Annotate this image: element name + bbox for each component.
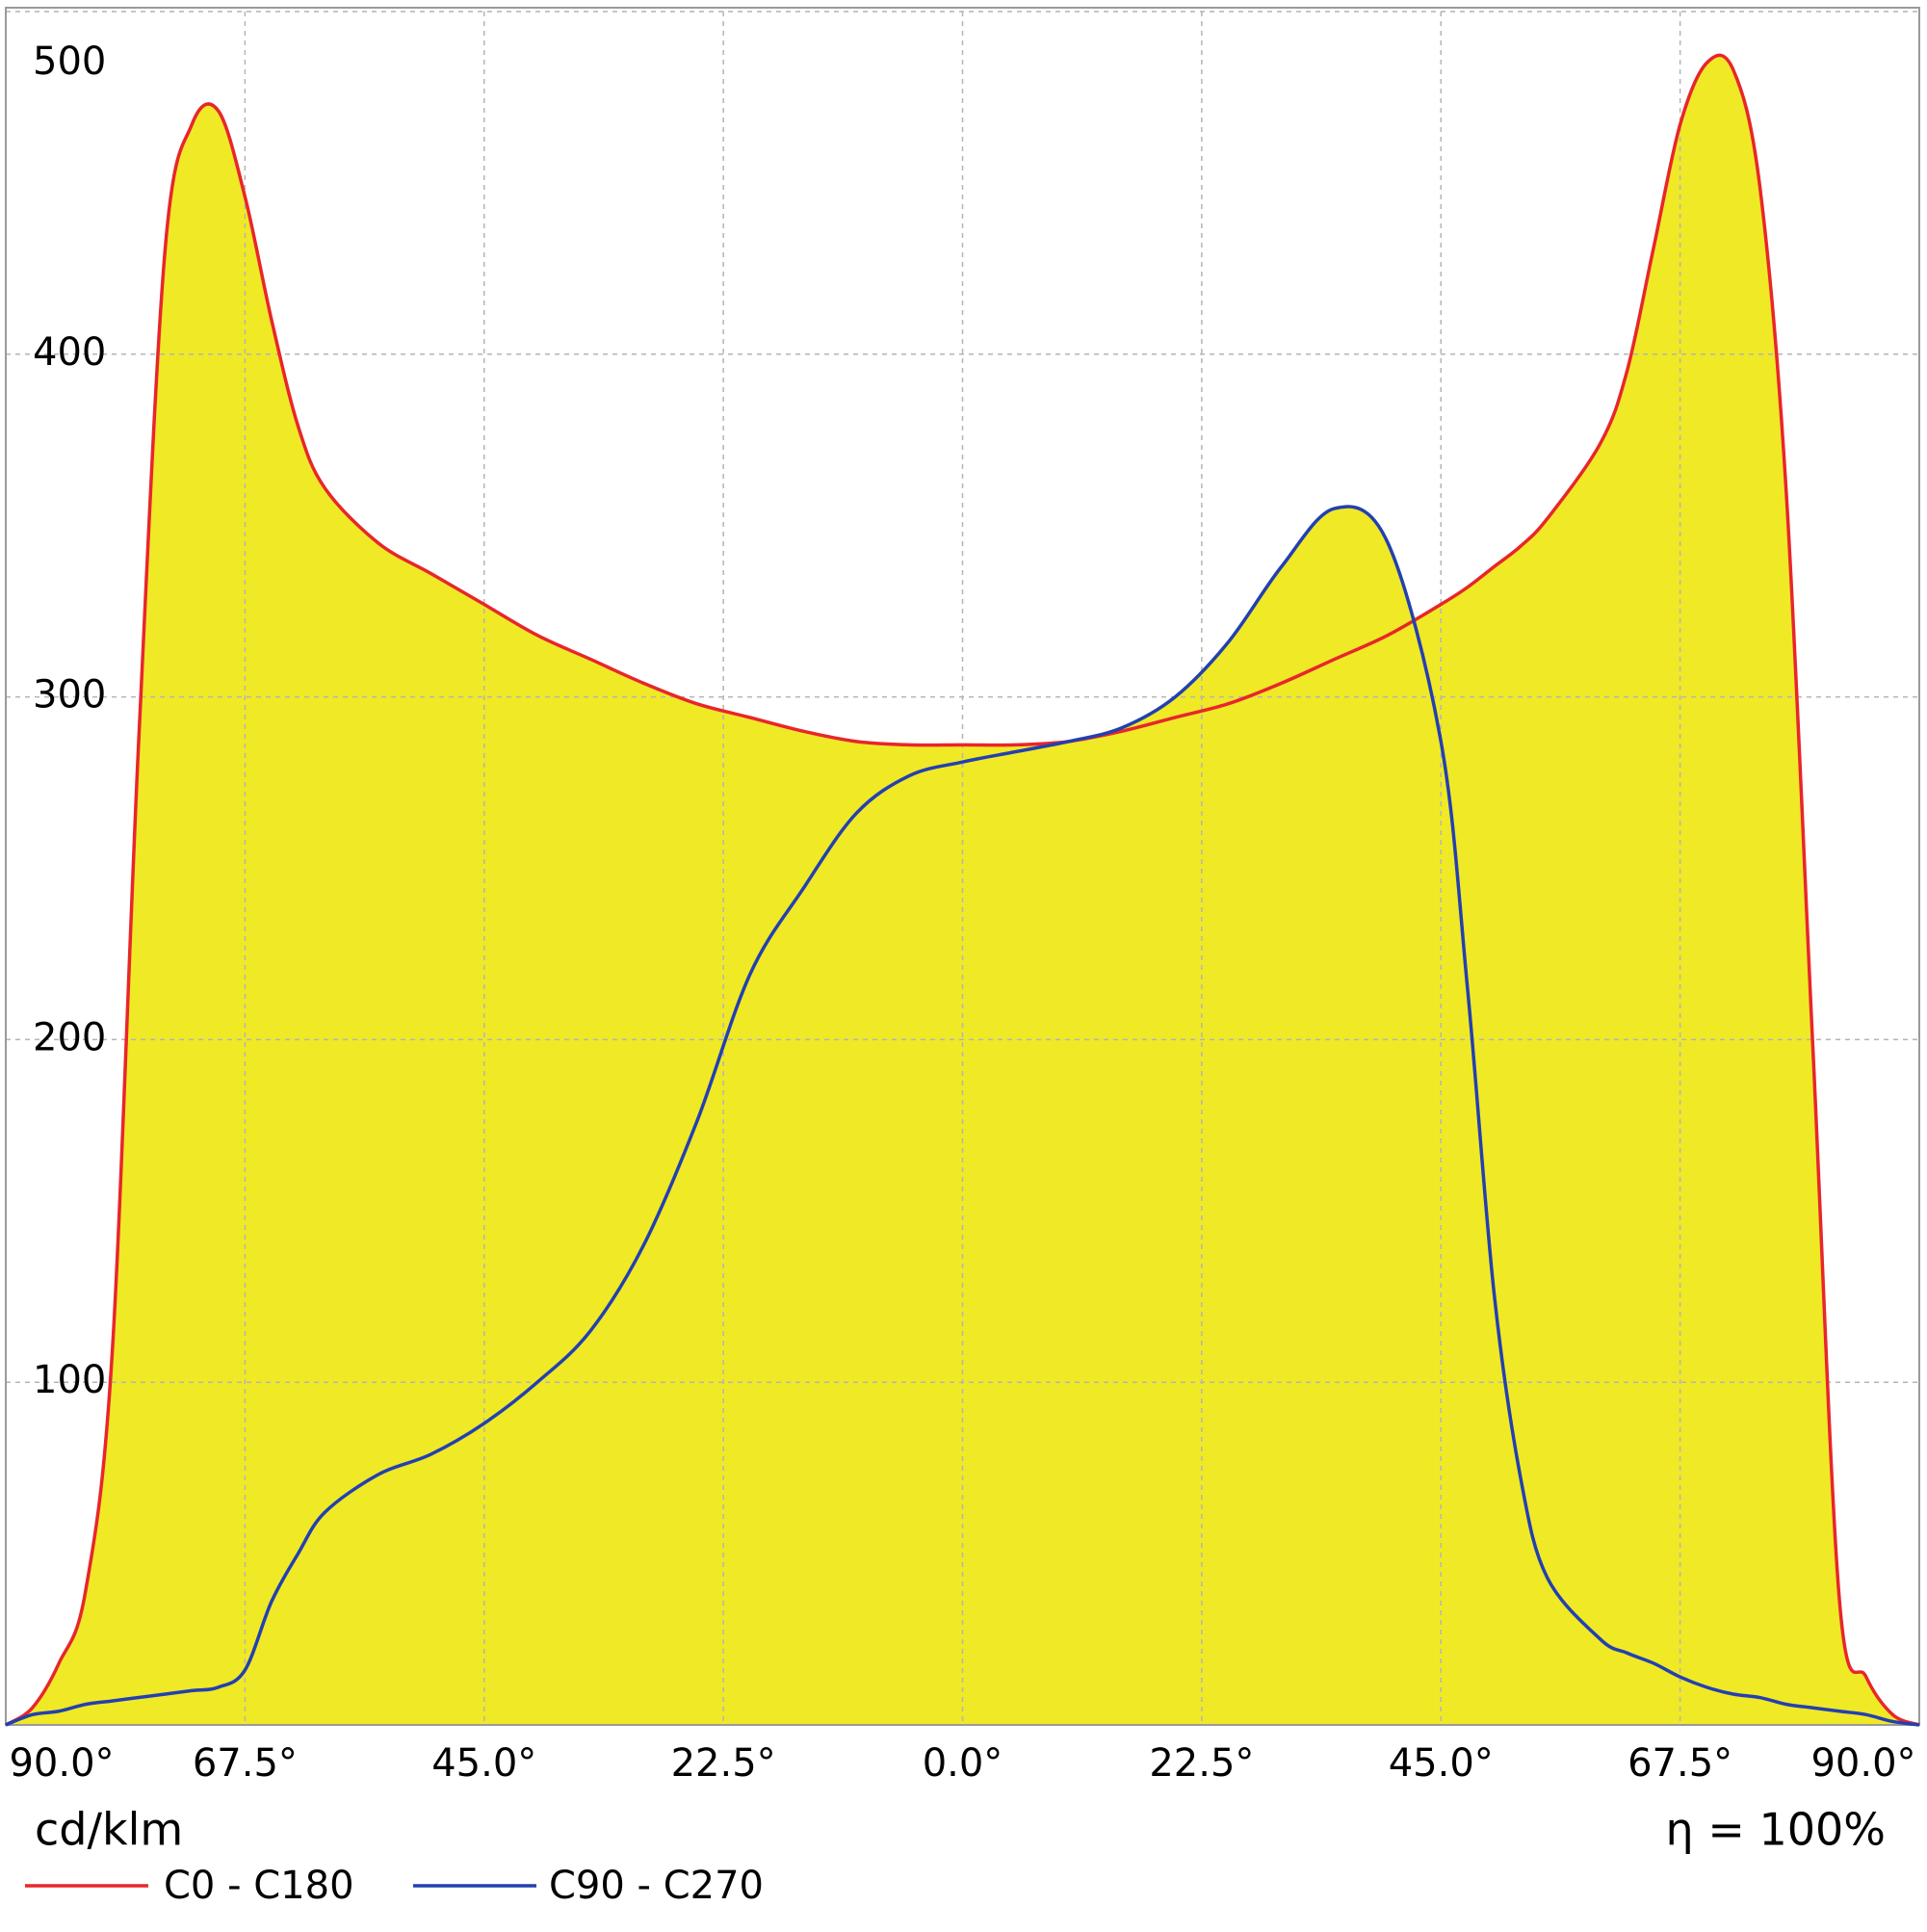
series-line — [5, 53, 1920, 1727]
x-tick-label: 90.0° — [9, 1741, 114, 1786]
x-tick-label: 90.0° — [1810, 1741, 1915, 1786]
x-tick-label: 67.5° — [1628, 1741, 1732, 1786]
x-tick-label: 67.5° — [193, 1741, 298, 1786]
x-tick-label: 22.5° — [671, 1741, 776, 1786]
y-tick-label: 500 — [33, 39, 106, 84]
legend-label: C90 - C270 — [549, 1864, 764, 1908]
line-layer — [5, 53, 1920, 1727]
x-tick-label: 0.0° — [923, 1741, 1003, 1786]
y-tick-label: 300 — [33, 673, 106, 718]
legend-label: C0 - C180 — [164, 1864, 354, 1908]
plot-frame — [5, 7, 1920, 1726]
y-tick-label: 200 — [33, 1015, 106, 1059]
x-tick-label: 45.0° — [1389, 1741, 1494, 1786]
text-layer: 100 200 300 400 500 90.0° 67.5° 45.0° 22.5° 0.0° 2… — [9, 39, 1915, 1908]
x-tick-label: 22.5° — [1149, 1741, 1254, 1786]
y-tick-label: 400 — [33, 330, 106, 375]
efficiency: η = 100% — [1666, 1804, 1886, 1856]
y-unit: cd/klm — [35, 1804, 183, 1856]
series-line — [5, 505, 1920, 1727]
y-tick-label: 100 — [33, 1358, 106, 1402]
grid-layer — [5, 7, 1920, 1726]
x-tick-label: 45.0° — [431, 1741, 536, 1786]
